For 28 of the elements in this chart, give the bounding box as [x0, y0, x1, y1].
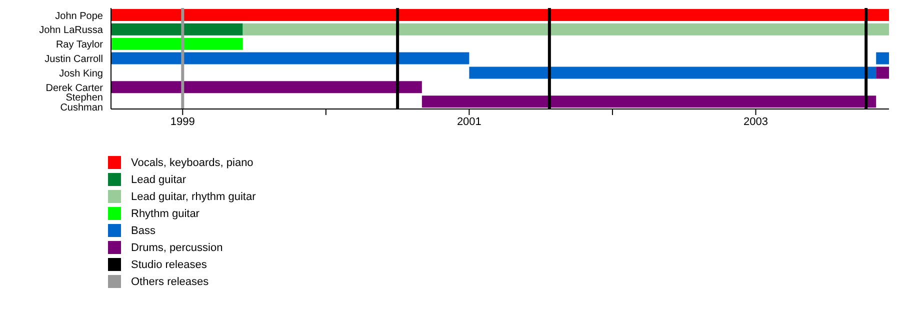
y-tick-label: John LaRussa: [39, 25, 104, 36]
y-tick-label: Stephen Cushman: [60, 92, 103, 114]
y-tick-label: Justin Carroll: [44, 54, 103, 66]
y-tick-label: Ray Taylor: [56, 40, 104, 51]
legend-label: Others releases: [131, 276, 209, 288]
x-tick-label: 2001: [456, 116, 482, 128]
legend-label: Lead guitar: [131, 174, 186, 186]
legend-label: Vocals, keyboards, piano: [131, 156, 254, 168]
legend-label: Lead guitar, rhythm guitar: [131, 190, 256, 202]
y-tick-label: John Pope: [55, 10, 104, 22]
bar: [111, 81, 422, 94]
legend-label: Studio releases: [131, 258, 207, 270]
legend-label: Rhythm guitar: [131, 208, 200, 220]
bar: [469, 66, 876, 79]
y-tick-label: Josh King: [59, 68, 103, 80]
y-tick-label: Derek Carter: [46, 82, 104, 94]
legend-label: Bass: [131, 224, 156, 236]
bar: [111, 38, 243, 50]
bar: [111, 9, 889, 21]
legend-label: Drums, percussion: [131, 242, 223, 254]
x-tick-label: 1999: [170, 116, 195, 128]
x-tick-label: 2003: [744, 116, 768, 128]
bar: [422, 96, 876, 108]
bar: [876, 66, 889, 79]
bar: [111, 52, 470, 64]
bar: [242, 23, 889, 36]
bar: [111, 23, 243, 36]
bar: [876, 52, 889, 64]
